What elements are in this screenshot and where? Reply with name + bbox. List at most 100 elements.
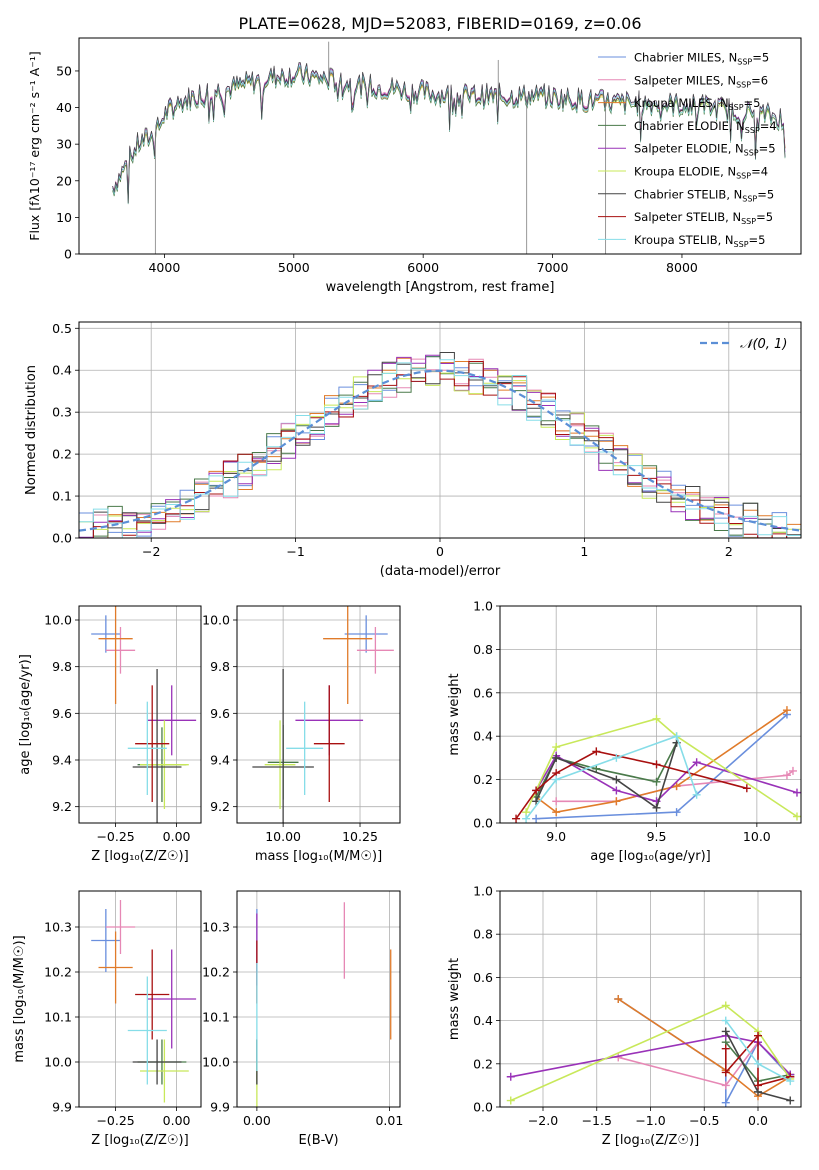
y-tick-label: 10.2 [44,965,72,980]
x-tick-label: −1.5 [582,1113,612,1128]
y-tick-label: 10.0 [44,1055,72,1070]
weight-series-chabrier-elodie [532,738,681,801]
weight-series-kroupa-stelib [522,732,701,823]
y-tick-label: 9.4 [52,753,72,768]
x-tick-label: 0.0 [748,1113,768,1128]
weight-marker [672,808,681,817]
axes-frame [236,890,401,1108]
spectrum-line-chabrier-stelib [112,62,786,204]
y-tick-label: 10 [56,210,72,225]
weight-marker [786,1077,795,1086]
y-tick-label: 0.6 [473,685,493,700]
x-tick-label: 9.0 [546,829,566,844]
y-tick-label: 0.4 [473,1013,493,1028]
weight-marker [612,797,621,806]
weight-marker [721,1068,730,1077]
y-tick-label: 9.6 [210,706,230,721]
y-axis-label: mass [log₁₀(M/M☉)] [12,935,27,1062]
x-axis-label: Z [log₁₀(Z/Z☉)] [602,1133,699,1148]
y-tick-label: 0.2 [473,772,493,787]
weight-marker [652,760,661,769]
weight-marker [552,753,561,762]
y-tick-label: 0.5 [52,321,72,336]
weight-marker [786,1096,795,1105]
y-tick-label: 50 [56,63,72,78]
y-tick-label: 10.0 [44,613,72,628]
legend-label-chabrier-stelib: Chabrier STELIB, NSSP=5 [634,187,774,203]
y-tick-label: 10.3 [202,920,230,935]
weight-marker [652,777,661,786]
errorbar-point-kroupa-miles [98,931,133,1004]
y-tick-label: 9.9 [210,1100,230,1115]
x-axis-label: (data-model)/error [380,564,501,579]
x-tick-label: 9.5 [647,829,667,844]
weight-line [510,1034,791,1078]
weight-marker [754,1031,762,1040]
x-tick-label: 8000 [666,260,698,275]
weight-line [617,998,791,1098]
spectrum-legend: Chabrier MILES, NSSP=5 Salpeter MILES, NS… [598,51,777,249]
weight-marker [721,1098,730,1107]
axes-frame [499,890,802,1108]
errorbar-point-kroupa-elodie [264,720,296,809]
weight-marker [672,732,681,741]
weight-series-salpeter-stelib [721,1031,795,1090]
legend-label-salpeter-miles: Salpeter MILES, NSSP=6 [634,73,768,89]
weight-marker [532,814,541,823]
weight-marker [692,758,701,767]
weight-marker [612,753,621,762]
y-axis-label: Normed distribution [24,365,39,495]
x-axis-label: E(B-V) [298,1133,338,1148]
weight-series-chabrier-stelib [721,1027,795,1105]
weight-marker [612,775,621,784]
errorbar-point-kroupa-stelib [127,976,167,1085]
y-tick-label: 10.1 [44,1010,72,1025]
weight-marker [782,706,791,715]
spectrum-line-salpeter-miles [112,64,610,194]
errorbar-point-chabrier-miles [344,615,388,653]
weight-marker [754,1081,762,1090]
weight-marker [721,1027,730,1036]
weight-marker [721,1001,730,1010]
x-tick-label: −0.5 [689,1113,719,1128]
weight-series-chabrier-miles [532,710,791,823]
weight-vs-Z-panel: −2.0 −1.5 −1.0 −0.5 0.0 0.0 0.2 0.4 0.6 0.8 1.0 Z [… [447,884,802,1148]
x-tick-label: 1 [580,544,588,559]
spectrum-line-kroupa-miles [112,68,610,200]
errorbar-point-salpeter-miles [105,900,136,954]
y-tick-label: 0.8 [473,642,493,657]
y-tick-label: 0.8 [473,927,493,942]
y-tick-label: 0.1 [52,489,72,504]
y-tick-label: 9.2 [210,799,230,814]
legend-label-normal: 𝒩(0, 1) [740,337,787,352]
errorbar-point-kroupa-miles [323,606,373,704]
x-tick-label: 7000 [537,260,569,275]
y-tick-label: 10.3 [44,920,72,935]
y-tick-label: 9.8 [210,659,230,674]
y-tick-label: 0.0 [52,531,72,546]
errorbar-point-kroupa-stelib [286,701,324,795]
y-tick-label: 9.6 [52,706,72,721]
axes-frame [236,605,401,824]
weight-series-kroupa-elodie [506,1001,795,1105]
x-tick-label: 6000 [407,260,439,275]
y-axis-label: age [log₁₀(age/yr)] [18,654,33,775]
weight-marker [788,766,797,775]
x-tick-label: 0.00 [243,1113,271,1128]
errorbar-point-chabrier-stelib [132,1039,182,1085]
x-tick-label: 2 [725,544,733,559]
x-axis-label: Z [log₁₀(Z/Z☉)] [91,1133,188,1148]
weight-marker [792,812,801,821]
figure-title: PLATE=0628, MJD=52083, FIBERID=0169, z=0… [238,14,641,33]
x-tick-label: −0.25 [96,1113,134,1128]
axes-frame [78,37,802,255]
weight-marker [506,1096,515,1105]
y-tick-label: 1.0 [473,884,493,899]
weight-marker [552,743,561,752]
weight-line [535,742,678,810]
y-tick-label: 40 [56,100,72,115]
y-tick-label: 0.4 [473,729,493,744]
weight-series-chabrier-stelib [532,738,681,812]
y-tick-label: 20 [56,173,72,188]
y-tick-label: 0.4 [52,363,72,378]
